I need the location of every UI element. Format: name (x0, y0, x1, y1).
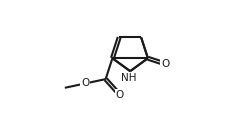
Text: O: O (115, 90, 123, 100)
Text: O: O (81, 78, 89, 88)
Text: NH: NH (120, 73, 136, 83)
Text: O: O (160, 59, 169, 69)
